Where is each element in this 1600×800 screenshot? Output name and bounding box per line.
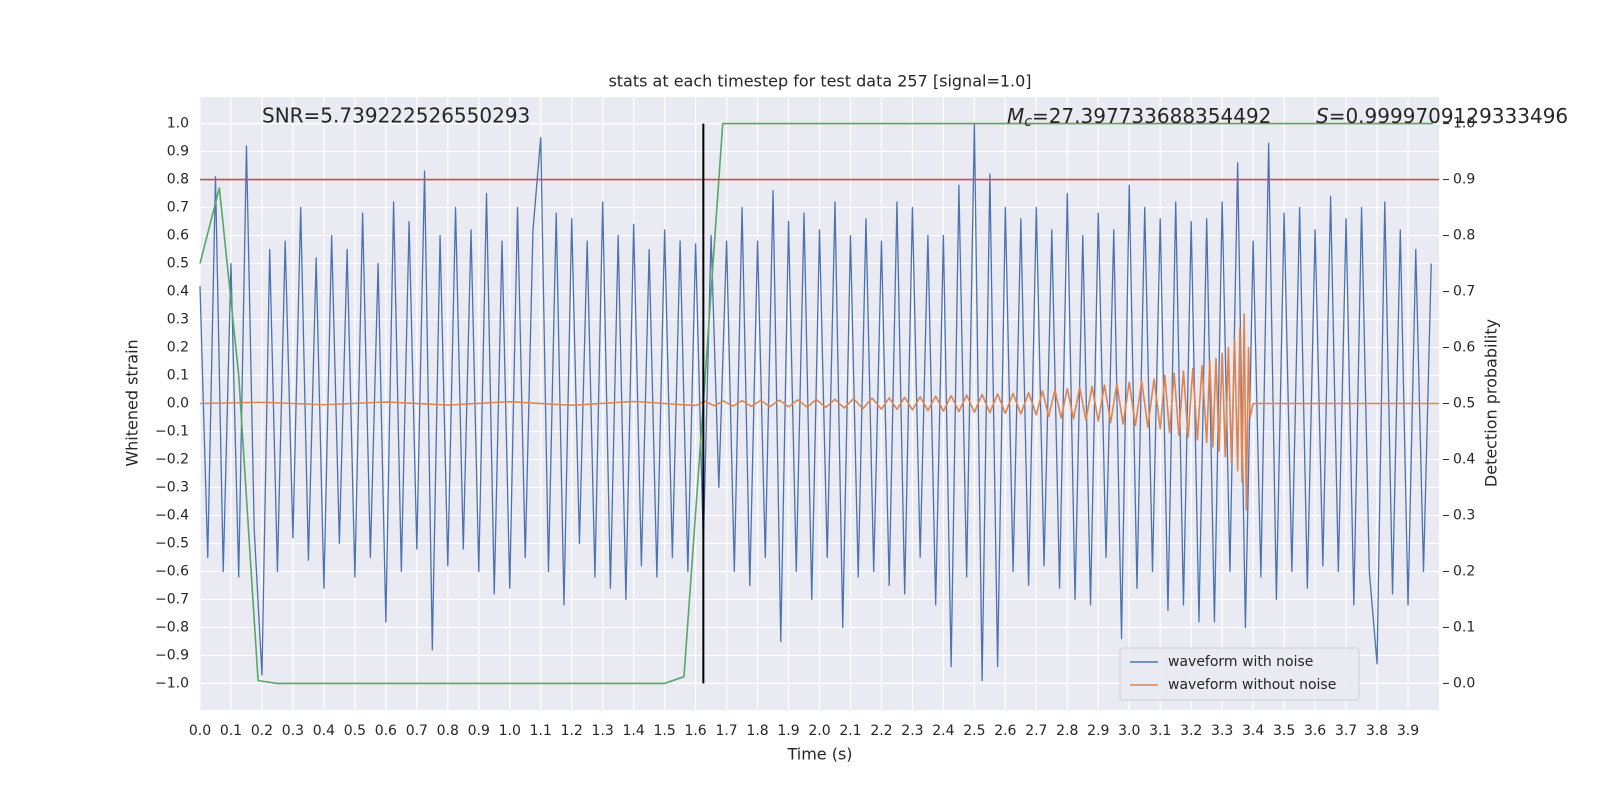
y-tick-label: 0.2 bbox=[167, 340, 189, 356]
x-tick-label: 1.2 bbox=[561, 723, 583, 739]
y-tick-label: 0.1 bbox=[167, 368, 189, 384]
x-tick-label: 2.3 bbox=[901, 723, 923, 739]
y-tick-label: 0.3 bbox=[167, 312, 189, 328]
y-tick-label: −0.3 bbox=[155, 479, 189, 495]
x-tick-label: 0.7 bbox=[406, 723, 428, 739]
x-axis-label: Time (s) bbox=[786, 745, 852, 764]
x-tick-label: 3.8 bbox=[1366, 723, 1388, 739]
x-tick-label: 0.9 bbox=[468, 723, 490, 739]
y2-axis-label: Detection probability bbox=[1482, 319, 1501, 487]
x-tick-label: 0.4 bbox=[313, 723, 335, 739]
annotation-subscript: c bbox=[1024, 114, 1032, 130]
x-tick-label: 3.0 bbox=[1118, 723, 1140, 739]
x-tick-label: 0.2 bbox=[251, 723, 273, 739]
x-tick-label: 0.3 bbox=[282, 723, 304, 739]
annotation-symbol: S bbox=[1316, 104, 1329, 128]
x-tick-label: 0.8 bbox=[437, 723, 459, 739]
annotation-text: =27.397733688354492 bbox=[1032, 104, 1271, 128]
y2-tick-label: 0.0 bbox=[1453, 675, 1475, 691]
x-tick-label: 3.5 bbox=[1273, 723, 1295, 739]
legend: waveform with noise waveform without nois… bbox=[1119, 647, 1360, 701]
x-tick-label: 2.5 bbox=[963, 723, 985, 739]
x-tick-label: 2.0 bbox=[808, 723, 830, 739]
y-tick-label: 1.0 bbox=[167, 116, 189, 132]
x-tick-label: 1.6 bbox=[684, 723, 706, 739]
y-tick-label: 0.6 bbox=[167, 228, 189, 244]
y2-tick-label: 0.3 bbox=[1453, 507, 1475, 523]
x-tick-label: 1.0 bbox=[499, 723, 521, 739]
y-tick-label: −0.8 bbox=[155, 619, 189, 635]
series-line bbox=[199, 122, 1432, 682]
x-tick-label: 2.4 bbox=[932, 723, 954, 739]
x-tick-label: 1.5 bbox=[653, 723, 675, 739]
x-tick-label: 1.4 bbox=[623, 723, 645, 739]
y-tick-label: −0.5 bbox=[155, 535, 189, 551]
y2-tick-label: 1.0 bbox=[1453, 116, 1475, 132]
y2-tick-label: 0.4 bbox=[1453, 451, 1475, 467]
y-tick-label: 0.0 bbox=[167, 396, 189, 412]
annotation: SNR=5.739222526550293 bbox=[262, 104, 530, 128]
legend-box bbox=[1119, 647, 1360, 701]
chart-title: stats at each timestep for test data 257… bbox=[608, 72, 1031, 91]
y-tick-label: 0.7 bbox=[167, 200, 189, 216]
y2-tick-label: 0.1 bbox=[1453, 619, 1475, 635]
y2-tick-label: 0.9 bbox=[1453, 172, 1475, 188]
x-tick-label: 2.1 bbox=[839, 723, 861, 739]
x-tick-label: 3.7 bbox=[1335, 723, 1357, 739]
y-tick-label: −0.9 bbox=[155, 647, 189, 663]
x-tick-label: 0.0 bbox=[189, 723, 211, 739]
legend-label: waveform without noise bbox=[1168, 677, 1336, 693]
y-tick-label: −0.6 bbox=[155, 563, 189, 579]
series-line bbox=[199, 313, 1439, 511]
annotation: Mc=27.397733688354492 bbox=[1007, 104, 1271, 131]
y-tick-label: 0.5 bbox=[167, 256, 189, 272]
x-tick-label: 1.7 bbox=[715, 723, 737, 739]
y-tick-label: 0.8 bbox=[167, 172, 189, 188]
x-tick-label: 2.7 bbox=[1025, 723, 1047, 739]
x-tick-label: 3.9 bbox=[1397, 723, 1419, 739]
legend-label: waveform with noise bbox=[1168, 654, 1313, 670]
x-tick-label: 0.1 bbox=[220, 723, 242, 739]
y-tick-label: −0.2 bbox=[155, 451, 189, 467]
x-tick-label: 3.3 bbox=[1211, 723, 1233, 739]
annotation-symbol: M bbox=[1007, 104, 1024, 128]
y-axis-label: Whitened strain bbox=[123, 339, 142, 466]
y-tick-label: 0.4 bbox=[167, 284, 189, 300]
y-tick-label: −0.1 bbox=[155, 423, 189, 439]
x-tick-label: 2.6 bbox=[994, 723, 1016, 739]
x-tick-label: 2.2 bbox=[870, 723, 892, 739]
x-tick-label: 3.2 bbox=[1180, 723, 1202, 739]
y-tick-label: −0.7 bbox=[155, 591, 189, 607]
x-tick-label: 3.1 bbox=[1149, 723, 1171, 739]
x-tick-label: 2.9 bbox=[1087, 723, 1109, 739]
y-tick-label: 0.9 bbox=[167, 144, 189, 160]
x-tick-label: 1.8 bbox=[746, 723, 768, 739]
y2-tick-label: 0.5 bbox=[1453, 396, 1475, 412]
y2-tick-label: 0.2 bbox=[1453, 563, 1475, 579]
x-tick-label: 3.4 bbox=[1242, 723, 1264, 739]
x-tick-label: 0.5 bbox=[344, 723, 366, 739]
x-tick-label: 1.3 bbox=[592, 723, 614, 739]
x-tick-label: 1.9 bbox=[777, 723, 799, 739]
x-tick-label: 2.8 bbox=[1056, 723, 1078, 739]
y2-tick-label: 0.8 bbox=[1453, 228, 1475, 244]
x-tick-label: 3.6 bbox=[1304, 723, 1326, 739]
x-tick-label: 1.1 bbox=[530, 723, 552, 739]
marks bbox=[199, 122, 1439, 685]
series-line bbox=[199, 122, 1433, 685]
y2-tick-label: 0.6 bbox=[1453, 340, 1475, 356]
y-tick-label: −0.4 bbox=[155, 507, 189, 523]
y2-tick-label: 0.7 bbox=[1453, 284, 1475, 300]
x-tick-label: 0.6 bbox=[375, 723, 397, 739]
annotation: S=0.9999709129333496 bbox=[1316, 104, 1568, 128]
y-tick-label: −1.0 bbox=[155, 675, 189, 691]
